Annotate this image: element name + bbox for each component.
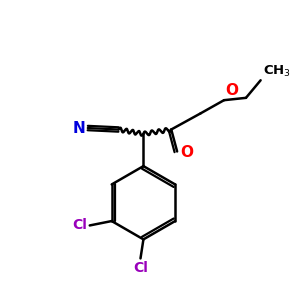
Text: O: O	[226, 83, 238, 98]
Text: Cl: Cl	[72, 218, 87, 233]
Text: CH$_3$: CH$_3$	[263, 64, 291, 79]
Text: N: N	[73, 121, 85, 136]
Text: Cl: Cl	[133, 261, 148, 275]
Text: O: O	[181, 146, 194, 160]
